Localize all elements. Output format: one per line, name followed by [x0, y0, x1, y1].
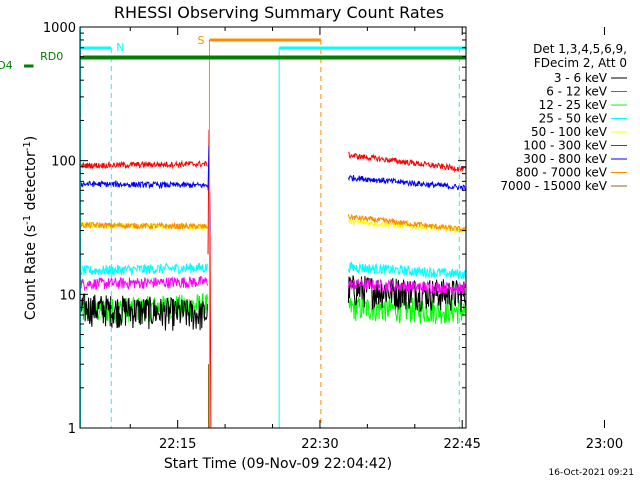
legend-header-line2: FDecim 2, Att 0	[534, 56, 627, 70]
legend-label-50-100-kev: 50 - 100 keV	[531, 125, 608, 139]
legend-label-3-6-kev: 3 - 6 keV	[554, 71, 608, 85]
series-6-12-kev-post	[347, 278, 467, 295]
legend-label-800-7000-kev: 800 - 7000 keV	[516, 166, 608, 180]
event-markers: N S RD0 RD4	[0, 27, 466, 428]
legend-label-12-25-kev: 12 - 25 keV	[539, 98, 608, 112]
y-tick-label: 10	[59, 288, 76, 303]
series-100-300-kev-pre	[79, 159, 208, 170]
series-800-7000-kev-post	[347, 213, 466, 232]
y-axis-label-sup1: -1	[22, 215, 33, 225]
series-6-12-kev-pre	[79, 275, 208, 292]
series-300-800-kev-pre	[79, 179, 208, 190]
series-300-800-kev-post	[347, 175, 467, 192]
x-tick-label: 23:00	[586, 437, 623, 452]
label-s: S	[197, 34, 204, 47]
x-axis-label: Start Time (09-Nov-09 22:04:42)	[164, 456, 392, 472]
label-n: N	[116, 41, 124, 54]
y-axis-label-part3: )	[23, 136, 39, 141]
y-axis-label-part2: detector	[23, 151, 39, 215]
legend-header-line1: Det 1,3,4,5,6,9,	[533, 42, 627, 56]
x-tick-label: 22:45	[443, 437, 480, 452]
y-axis-label-part1: Count Rate (s	[23, 225, 39, 320]
legend-label-6-12-kev: 6 - 12 keV	[546, 85, 608, 99]
generated-timestamp: 16-Oct-2021 09:21	[549, 468, 634, 478]
x-tick-label: 22:30	[301, 437, 338, 452]
legend-label-100-300-kev: 100 - 300 keV	[523, 139, 607, 153]
legend-label-7000-15000-kev: 7000 - 15000 keV	[500, 179, 607, 193]
y-axis-label: Count Rate (s-1 detector-1)	[22, 136, 39, 320]
chart-title: RHESSI Observing Summary Count Rates	[114, 3, 444, 22]
series-25-50-kev-pre	[79, 262, 208, 277]
series-100-300-kev-post	[348, 151, 467, 173]
legend-label-25-50-kev: 25 - 50 keV	[539, 112, 608, 126]
y-tick-label: 100	[51, 155, 76, 170]
series-12-25-kev-post	[347, 295, 467, 325]
series-3-6-kev-post	[347, 275, 467, 313]
x-tick-label: 22:15	[159, 437, 196, 452]
legend-label-300-800-kev: 300 - 800 keV	[523, 152, 607, 166]
label-rd4: RD4	[0, 59, 13, 72]
y-axis-label-sup2: -1	[22, 141, 33, 151]
y-tick-label: 1000	[43, 21, 76, 36]
series-3-6-kev-pre	[79, 293, 208, 331]
legend: Det 1,3,4,5,6,9, FDecim 2, Att 0 3 - 6 k…	[500, 42, 627, 193]
label-rd0: RD0	[40, 50, 63, 63]
series-800-7000-kev-pre	[79, 221, 208, 231]
y-tick-label: 1	[68, 422, 76, 437]
series-25-50-kev-post	[347, 260, 467, 280]
